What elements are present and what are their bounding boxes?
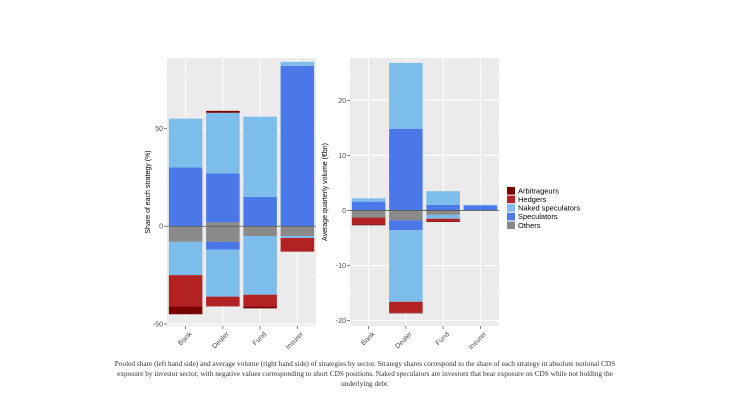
legend-key (507, 195, 515, 204)
bar-segment (389, 128, 423, 211)
x-tick-label: Bank (177, 331, 194, 348)
bar-segment (280, 237, 315, 252)
bar-segment (243, 236, 277, 295)
bar-segment (426, 191, 460, 205)
bar-segment (243, 226, 277, 237)
bar-segment (243, 294, 277, 307)
x-tick-label: Fund (435, 331, 451, 347)
x-tick-label: Fund (252, 331, 268, 347)
bar-segment (168, 275, 203, 307)
bar-segment (389, 220, 423, 231)
bar-segment (206, 110, 240, 113)
bar-segment (206, 296, 240, 307)
bar-segment (206, 112, 240, 174)
y-tick-label: 0 (159, 224, 163, 231)
bar-segment (206, 249, 240, 297)
bar-segment (351, 201, 386, 211)
bar-segment (389, 62, 423, 129)
bar-segment (206, 241, 240, 250)
bar-segment (351, 224, 386, 226)
y-tick-label: 50 (155, 126, 163, 133)
y-tick-label: -50 (153, 322, 163, 329)
bar-segment (168, 226, 203, 242)
x-tick-label: Insurer (468, 330, 489, 351)
bar-segment (389, 312, 423, 314)
bar-segment (168, 167, 203, 227)
bar-segment (426, 214, 460, 219)
bar-segment (243, 196, 277, 227)
legend-key (507, 187, 515, 195)
bar-segment (280, 65, 315, 227)
figure-caption: Pooled share (left hand side) and averag… (114, 359, 616, 388)
bar-segment (243, 116, 277, 197)
bar-segment (463, 204, 498, 206)
right-chart-panel: -20 -10 0 10 20 Bank Dealer Fund Insurer Average … (322, 58, 499, 351)
plot-background (350, 58, 499, 326)
bar-segment (426, 210, 460, 215)
bar-segment (389, 230, 423, 302)
x-tick-label: Bank (360, 331, 377, 348)
bar-segment (426, 221, 460, 222)
x-tick-label: Dealer (394, 330, 414, 350)
y-axis-title: Share of each strategy (%) (145, 150, 152, 233)
bar-segment (280, 61, 315, 66)
legend-label: Arbitrageurs (518, 186, 559, 195)
legend-label: Others (518, 221, 541, 230)
bar-segment (206, 226, 240, 242)
bar-segment (280, 226, 315, 237)
bar-segment (168, 118, 203, 168)
y-tick-label: 10 (338, 153, 346, 160)
legend-label: Hedgers (518, 195, 547, 204)
bar-segment (168, 241, 203, 276)
legend-key (507, 204, 515, 212)
figure: -50 0 50 Bank Dealer Fund Insurer Share of each… (145, 58, 580, 351)
bar-segment (389, 301, 423, 313)
bar-segment (351, 210, 386, 218)
bar-segment (206, 173, 240, 223)
x-tick-label: Dealer (211, 330, 231, 350)
bar-segment (280, 236, 315, 238)
bar-segment (168, 306, 203, 315)
bar-segment (426, 218, 460, 222)
bar-segment (351, 198, 386, 202)
left-chart-panel: -50 0 50 Bank Dealer Fund Insurer Share of each… (145, 58, 316, 351)
bar-segment (463, 205, 498, 211)
y-tick-label: -20 (336, 318, 346, 325)
legend-key (507, 221, 515, 229)
legend-label: Naked speculators (518, 204, 580, 213)
bar-segment (206, 222, 240, 227)
bar-segment (243, 306, 277, 309)
bar-segment (426, 204, 460, 211)
y-tick-label: -10 (336, 263, 346, 270)
legend-label: Speculators (518, 212, 558, 221)
x-tick-label: Insurer (285, 330, 306, 351)
legend-key (507, 212, 515, 221)
y-tick-label: 20 (338, 98, 346, 105)
y-axis-title: Average quarterly volume (€bn) (322, 143, 329, 241)
bar-segment (351, 217, 386, 225)
bar-segment (389, 210, 423, 221)
y-tick-label: 0 (342, 208, 346, 215)
